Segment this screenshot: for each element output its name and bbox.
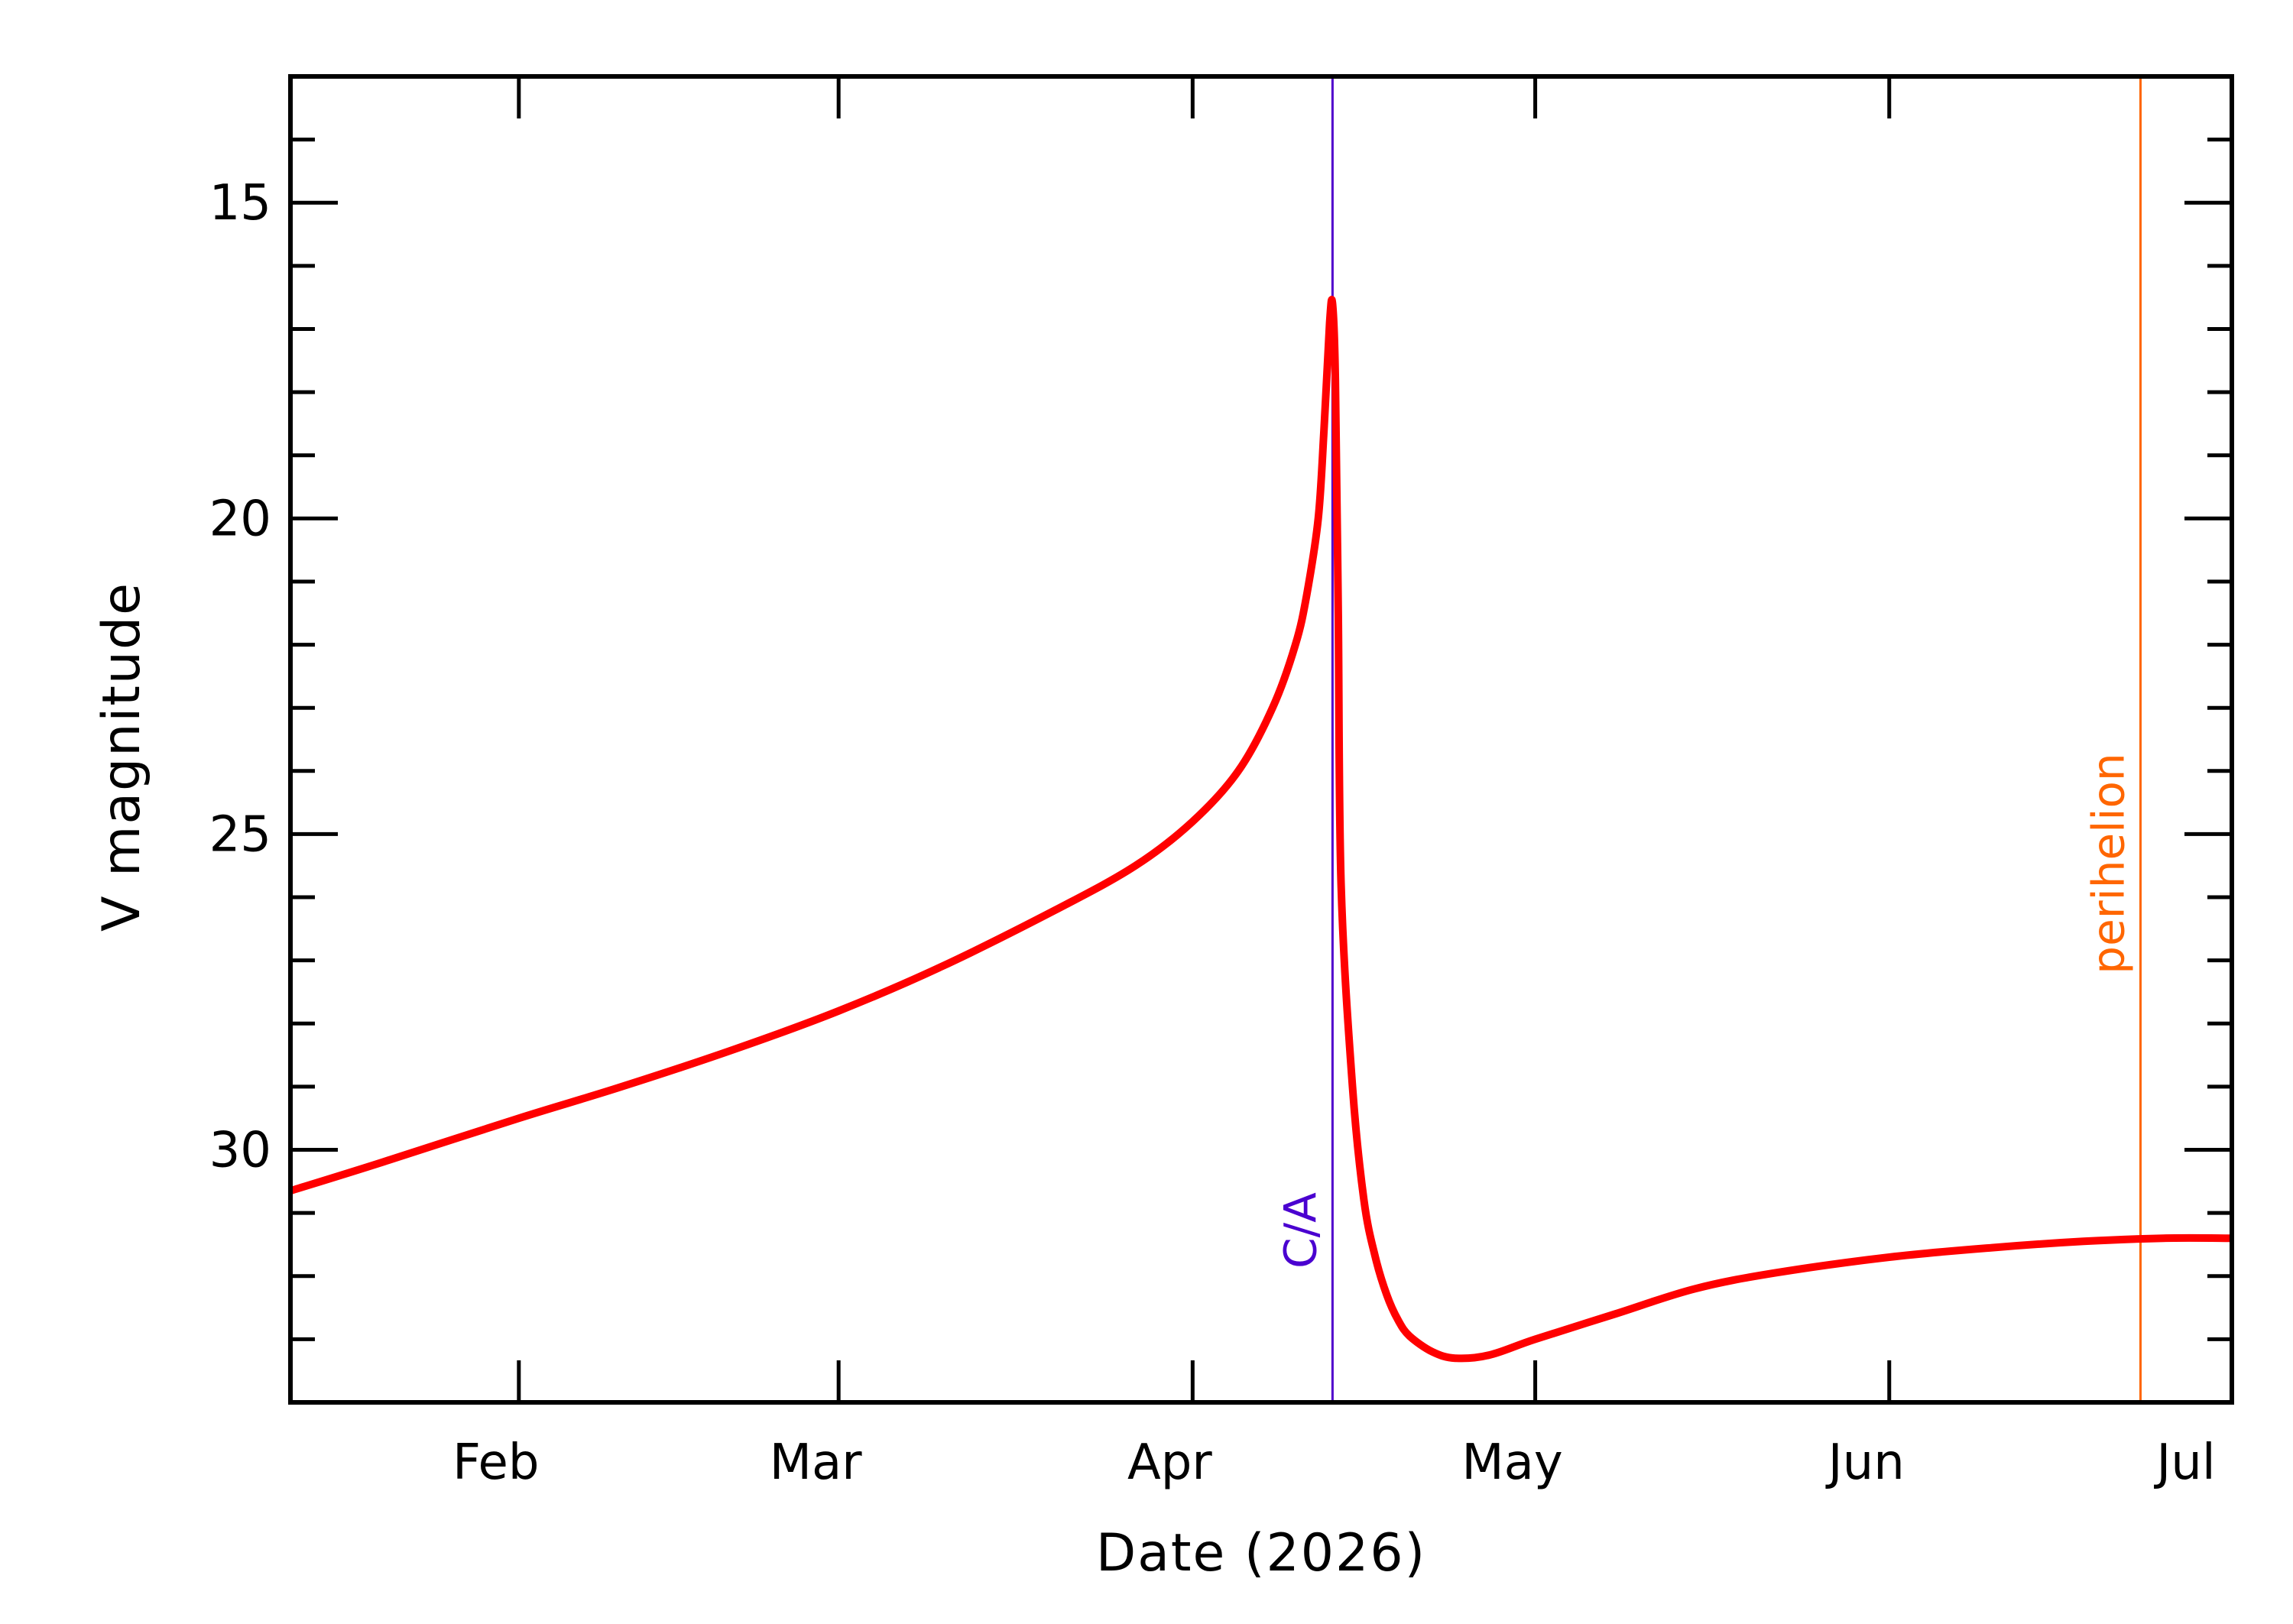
y-tick-label: 20 [209, 491, 271, 547]
perihelion-label: perihelion [2082, 753, 2134, 974]
tick-labels: 15 20 25 30 Feb Mar Apr May Jun Jul C/A perihelion [209, 175, 2216, 1491]
plot-frame [288, 74, 2234, 1405]
x-tick-label: Apr [1127, 1434, 1212, 1491]
y-tick-label: 30 [209, 1123, 271, 1179]
y-tick-label: 15 [209, 175, 271, 232]
axis-ticks [290, 74, 2232, 1405]
x-tick-label: Mar [770, 1434, 862, 1491]
x-tick-label: Jul [2153, 1434, 2215, 1491]
y-axis-title: V magnitude [92, 582, 152, 932]
magnitude-series-line [289, 296, 2233, 1363]
x-tick-label: May [1461, 1434, 1562, 1491]
x-axis-title: Date (2026) [1096, 1523, 1426, 1583]
y-tick-label: 25 [209, 806, 271, 863]
closest-approach-label: C/A [1274, 1192, 1326, 1269]
x-tick-label: Feb [452, 1434, 539, 1491]
series-group [289, 296, 2233, 1363]
x-tick-label: Jun [1825, 1434, 1905, 1491]
